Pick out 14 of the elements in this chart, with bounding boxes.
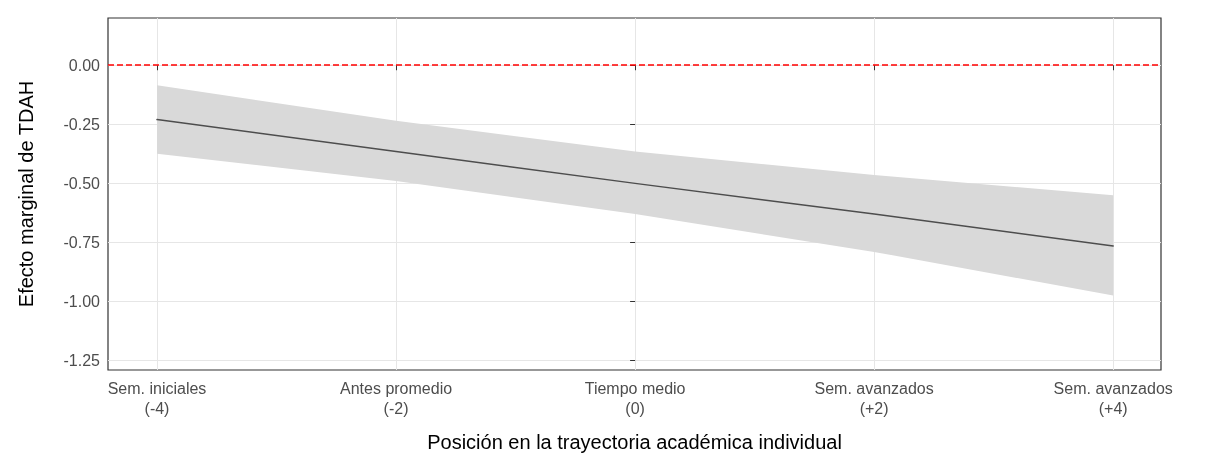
x-tick-label: Sem. iniciales (-4) xyxy=(107,379,207,417)
y-axis-title: Efecto marginal de TDAH xyxy=(15,80,37,308)
x-tick-label: Sem. avanzados (+2) xyxy=(814,379,934,417)
y-tick-label: -0.25 xyxy=(63,115,101,133)
x-tick-label: Tiempo medio (0) xyxy=(584,379,686,417)
y-tick-label: 0.00 xyxy=(68,56,101,74)
y-tick-label: -0.50 xyxy=(63,174,101,192)
line-series xyxy=(156,118,1114,247)
y-tick-label: -0.75 xyxy=(63,233,101,251)
x-axis-title: Posición en la trayectoria académica individual xyxy=(427,431,842,453)
x-tick-label: Sem. avanzados (+4) xyxy=(1053,379,1173,417)
y-tick-label: -1.00 xyxy=(63,292,101,310)
x-tick-label: Antes promedio (-2) xyxy=(340,379,453,417)
y-tick-label: -1.25 xyxy=(63,352,101,370)
